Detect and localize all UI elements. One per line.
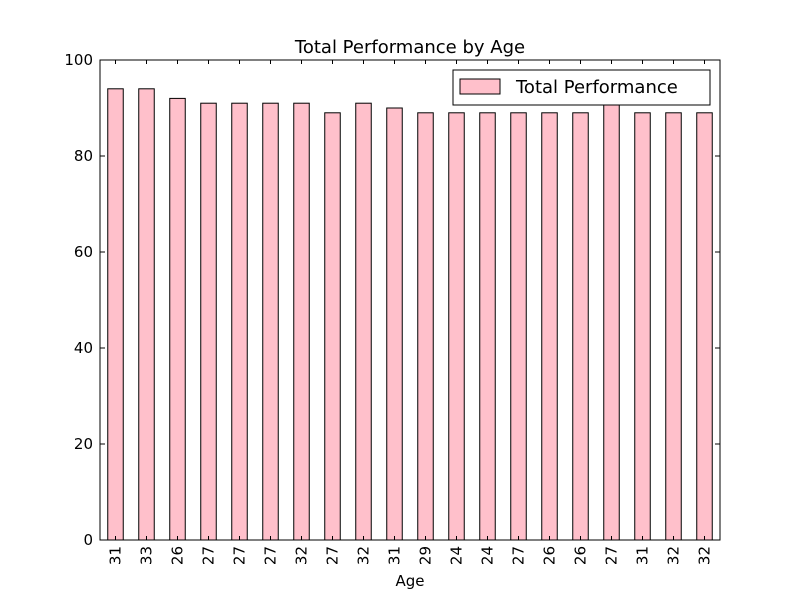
x-tick-label: 26 [169,546,187,565]
x-tick-label: 27 [262,546,280,565]
plot-frame [99,59,721,541]
y-tick-label: 0 [83,531,93,549]
x-tick-label: 27 [231,546,249,565]
bar [696,112,713,541]
x-tick-label: 29 [417,546,435,565]
bar [200,102,217,541]
x-axis-label: Age [395,572,424,590]
legend-swatch [459,78,501,95]
x-tick-label: 32 [696,546,714,565]
bar [448,112,465,541]
bar [324,112,341,541]
x-tick-label: 31 [634,546,652,565]
chart-title: Total Performance by Age [294,37,525,58]
x-tick-label: 32 [355,546,373,565]
bars-group [107,88,713,541]
bar [665,112,682,541]
legend-label: Total Performance [515,77,678,98]
x-tick-label: 27 [324,546,342,565]
y-tick-label: 80 [74,147,93,165]
bar [293,102,310,541]
x-tick-label: 26 [572,546,590,565]
y-tick-label: 100 [64,51,93,69]
y-tick-label: 40 [74,339,93,357]
bar [541,112,558,541]
bar [107,88,124,541]
x-tick-label: 24 [448,546,466,565]
x-tick-label: 31 [386,546,404,565]
bar [262,102,279,541]
x-tick-label: 27 [200,546,218,565]
x-tick-label: 27 [510,546,528,565]
x-tick-label: 32 [665,546,683,565]
legend: Total Performance [452,69,711,106]
bar [231,102,248,541]
bar [386,107,403,541]
y-tick-label: 60 [74,243,93,261]
bar [417,112,434,541]
x-tick-label: 33 [138,546,156,565]
x-tick-label: 31 [107,546,125,565]
y-tick-label: 20 [74,435,93,453]
bar [138,88,155,541]
bar [572,112,589,541]
x-tick-label: 27 [603,546,621,565]
x-tick-label: 26 [541,546,559,565]
bar [603,102,620,541]
bar [510,112,527,541]
ticks-group: 31 33 26 27 27 27 32 27 32 31 29 24 24 27 26 26 27 31 32 32… [64,51,720,565]
x-tick-label: 24 [479,546,497,565]
bar [169,97,186,541]
bar [479,112,496,541]
x-tick-label: 32 [293,546,311,565]
bar [355,102,372,541]
bar [634,112,651,541]
